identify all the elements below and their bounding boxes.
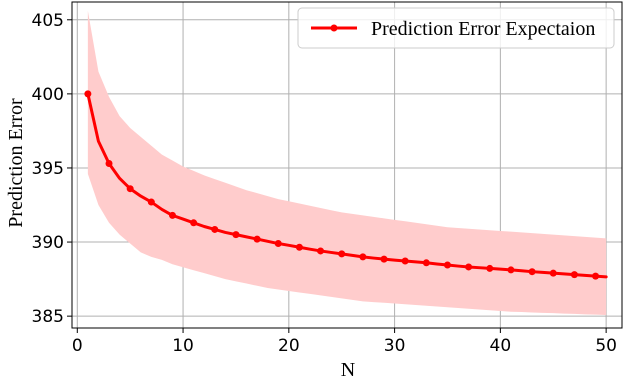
plot-frame	[71, 1, 623, 329]
data-point	[105, 160, 113, 168]
y-tick-label: 385	[32, 307, 64, 327]
legend-label: Prediction Error Expectaion	[371, 18, 595, 40]
confidence-band-area	[87, 10, 607, 315]
data-point	[486, 264, 494, 272]
data-point	[190, 219, 198, 227]
data-point	[422, 259, 430, 267]
data-point	[168, 211, 176, 219]
data-point	[126, 185, 134, 193]
legend: Prediction Error Expectaion	[297, 7, 615, 49]
data-point	[338, 250, 346, 258]
data-point	[232, 231, 240, 239]
y-axis-ticks: 385 390 395 400 405	[32, 11, 72, 327]
x-tick-label: 40	[490, 336, 512, 356]
data-point	[147, 198, 155, 206]
data-point	[84, 90, 92, 98]
y-tick-label: 405	[32, 11, 64, 31]
confidence-band	[87, 10, 607, 315]
x-tick-label: 0	[72, 336, 83, 356]
data-point	[570, 271, 578, 279]
data-point	[465, 263, 473, 271]
series-markers	[84, 90, 600, 280]
legend-marker-swatch	[330, 24, 338, 32]
y-tick-label: 400	[32, 85, 64, 105]
data-point	[295, 243, 303, 251]
data-point	[592, 272, 600, 280]
data-point	[401, 257, 409, 265]
y-tick-label: 390	[32, 233, 64, 253]
x-tick-label: 20	[278, 336, 300, 356]
x-axis-ticks: 0 10 20 30 40 50	[72, 328, 617, 356]
data-point	[274, 240, 282, 248]
data-point	[549, 269, 557, 277]
data-point	[443, 261, 451, 269]
x-axis-label: N	[341, 359, 355, 381]
x-tick-label: 10	[172, 336, 194, 356]
data-point	[507, 266, 515, 274]
data-point	[359, 253, 367, 261]
data-point	[380, 255, 388, 263]
x-tick-label: 30	[384, 336, 406, 356]
data-point	[528, 268, 536, 276]
y-tick-label: 395	[32, 159, 64, 179]
legend-box	[297, 7, 615, 49]
y-axis-label: Prediction Error	[5, 98, 27, 228]
data-point	[211, 225, 219, 233]
data-point	[317, 247, 325, 255]
x-tick-label: 50	[595, 336, 617, 356]
data-point	[253, 235, 261, 243]
